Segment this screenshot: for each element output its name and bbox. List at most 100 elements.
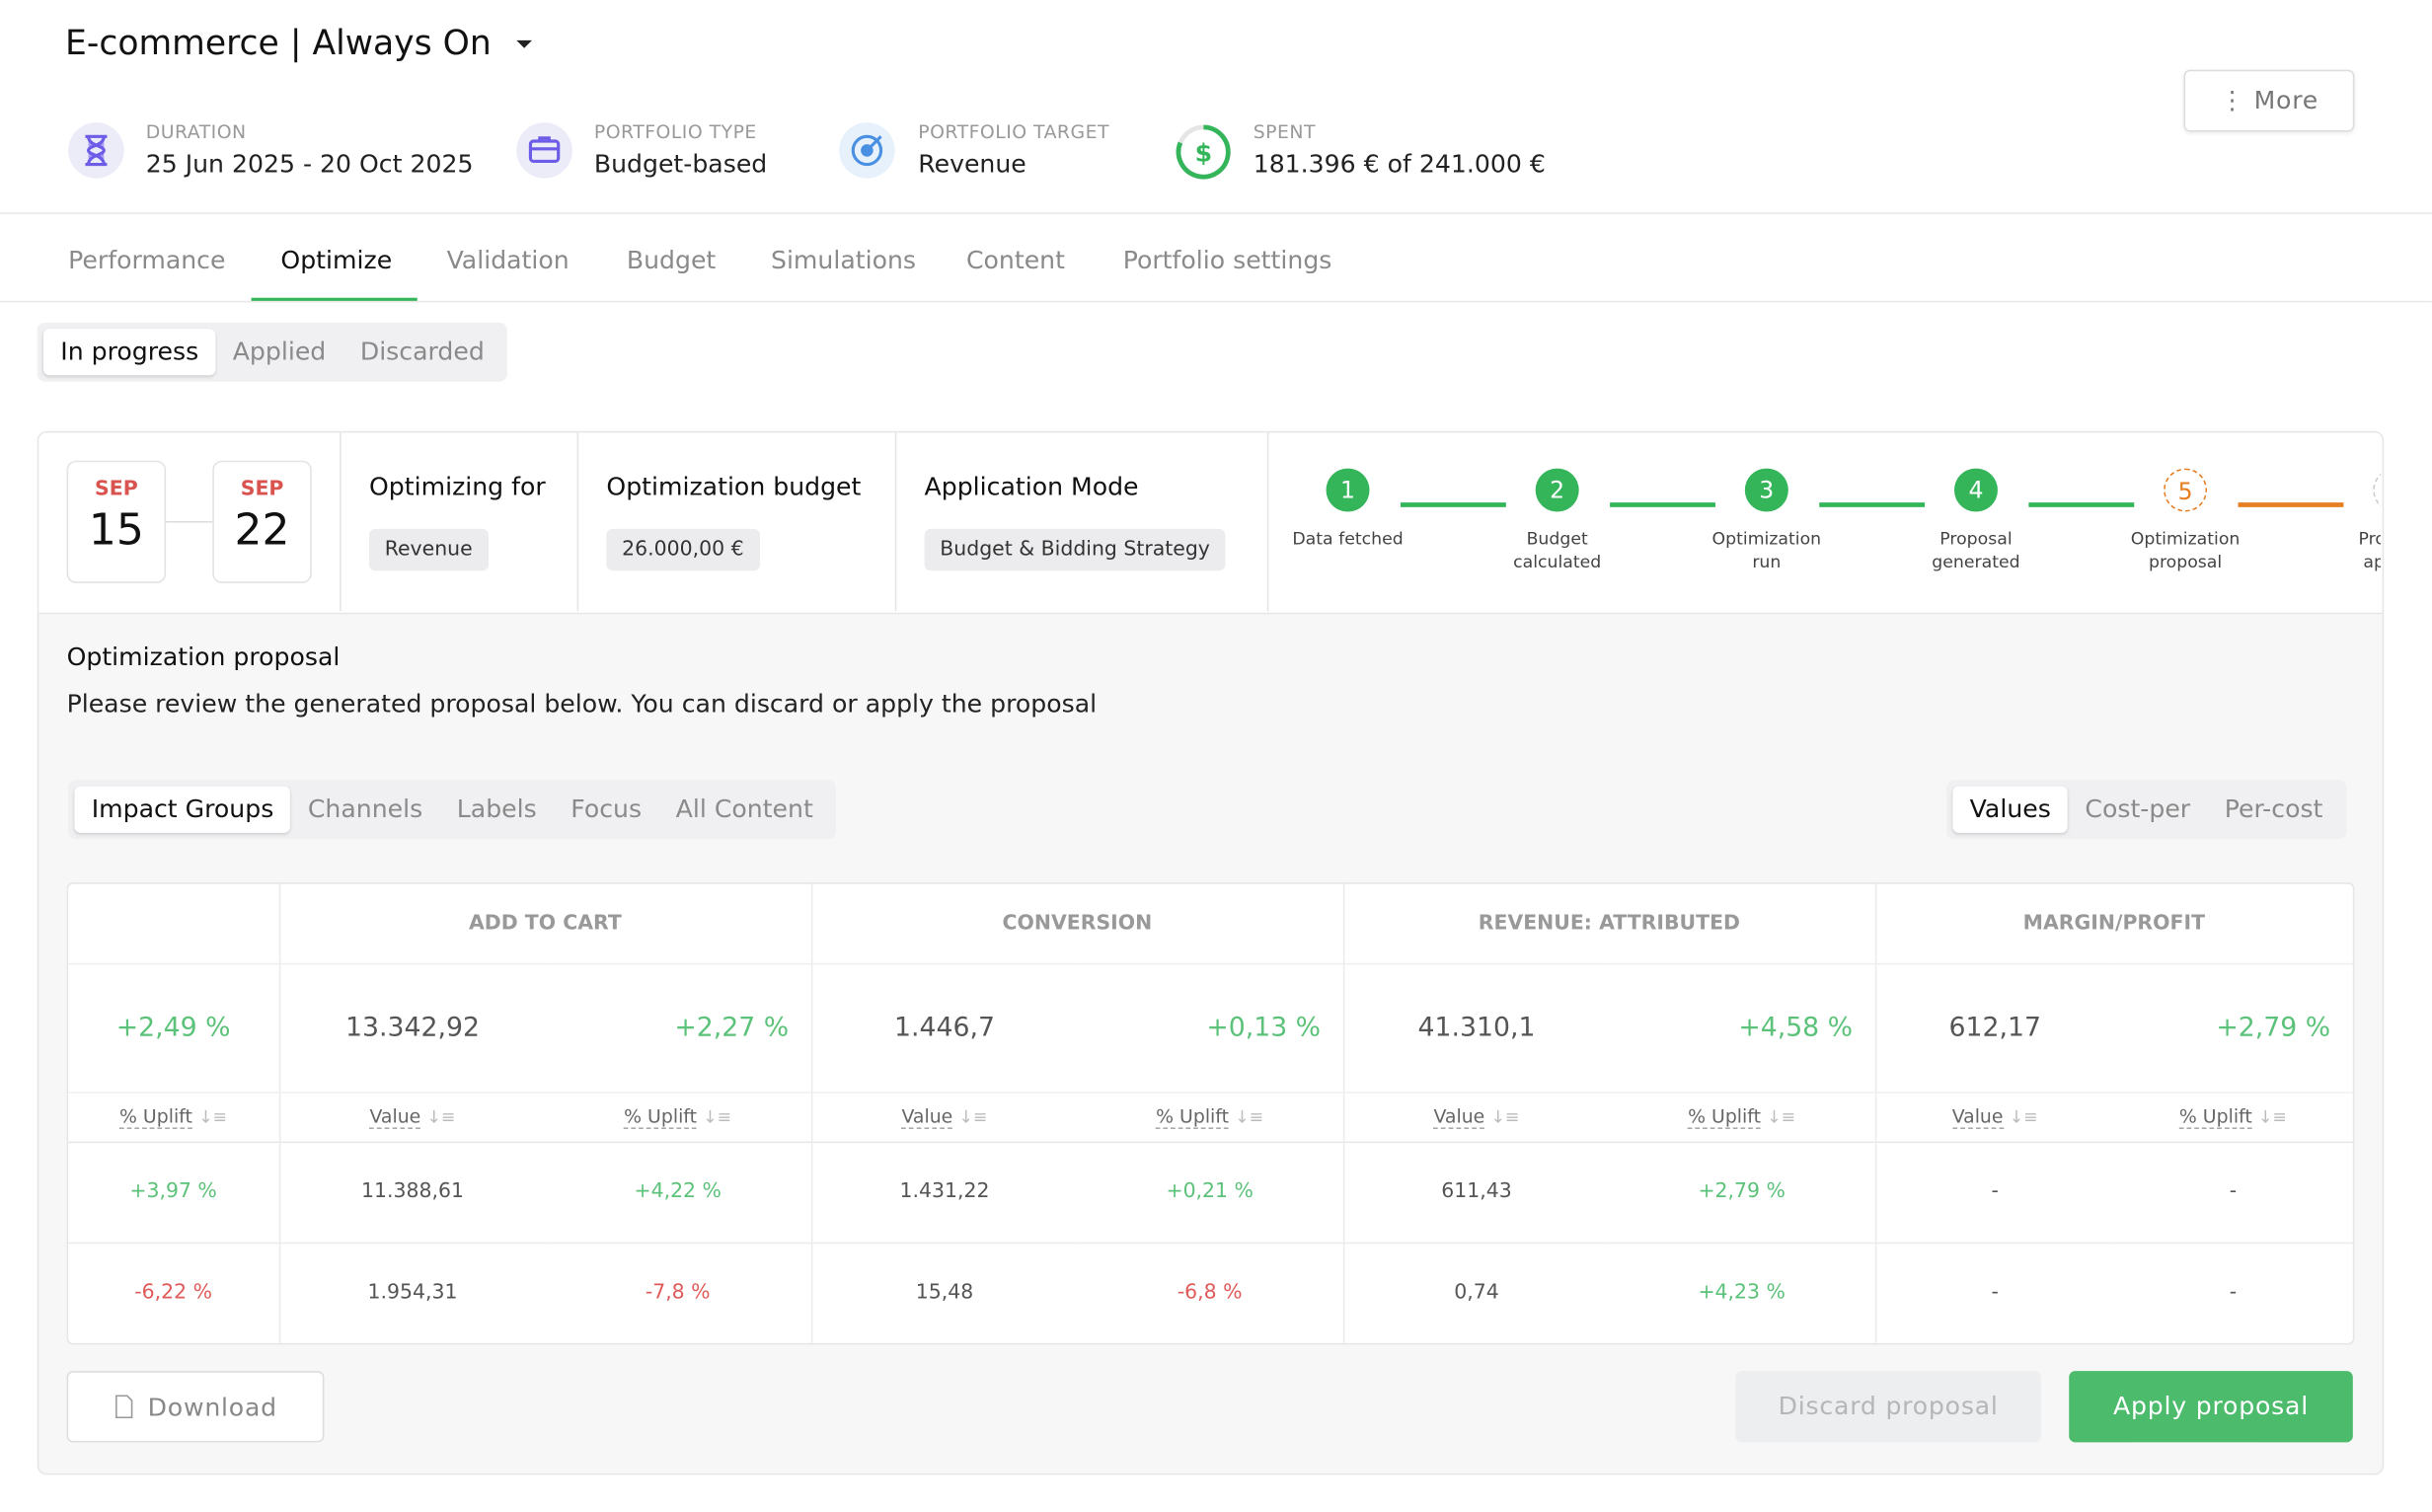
group-header: CONVERSION [810,883,1344,963]
data-cell: - [1991,1281,1999,1305]
subheader-label[interactable]: % Uplift [1688,1105,1762,1129]
summary-cell: +2,27 % [545,962,812,1093]
impact-table: ADD TO CART CONVERSION REVENUE: ATTRIBUTED… [66,882,2355,1345]
group-header: REVENUE: ATTRIBUTED [1342,883,1876,963]
divider [340,432,342,612]
discard-button[interactable]: Discard proposal [1735,1371,2041,1443]
summary-cell: 13.342,92 [345,1012,480,1043]
subheader-label[interactable]: Value [369,1105,421,1129]
summary-cell: +4,58 % [1609,962,1876,1093]
data-cell: -7,8 % [545,1242,812,1343]
subheader-label[interactable]: % Uplift [624,1105,698,1129]
meta-value: Revenue [918,148,1026,179]
step-label: Optimization run [1711,528,1822,572]
download-label: Download [147,1393,277,1422]
subheader-cell: Value ↓≡ [1343,1092,1609,1141]
target-icon [839,122,895,179]
nav-tab[interactable]: Simulations [770,245,917,275]
data-cell: - [2113,1141,2353,1243]
type-icon [516,122,572,179]
meta-label: PORTFOLIO TYPE [593,120,757,143]
summary-cell: +2,49 % [68,962,280,1093]
data-cell: - [2113,1242,2353,1343]
step-label: Budget calculated [1513,528,1602,572]
meta-value: 25 Jun 2025 - 20 Oct 2025 [145,148,474,179]
sort-icon: ↓≡ [426,1106,456,1128]
switch-option[interactable]: Impact Groups [74,786,291,833]
switch-option[interactable]: Focus [570,794,643,824]
sort-icon: ↓≡ [958,1106,988,1128]
duration-icon [68,122,124,179]
switch-option[interactable]: All Content [675,794,813,824]
proposal-title: Optimization proposal [66,642,341,672]
title-text: E-commerce | Always On [64,25,492,64]
divider [0,212,2432,214]
switch-option[interactable]: In progress [42,329,216,376]
step-connector [2238,502,2344,507]
info-chip: Revenue [368,528,489,571]
subheader-label[interactable]: Value [1951,1105,2004,1129]
sort-icon: ↓≡ [198,1106,228,1128]
switch-option[interactable]: Channels [307,794,423,824]
subheader-label[interactable]: % Uplift [1156,1105,1230,1129]
nav-tab[interactable]: Budget [626,245,717,275]
date-month: SEP [240,477,284,501]
summary-cell: 1.446,7 [894,1012,995,1043]
svg-text:$: $ [1195,138,1212,167]
data-cell: +4,23 % [1609,1242,1876,1343]
data-cell: 15,48 [915,1281,974,1305]
subheader-cell: % Uplift ↓≡ [68,1092,280,1142]
step-number: 5 [2177,477,2193,506]
info-label: Optimizing for [368,471,546,501]
card-header [38,432,2383,615]
step-connector [1610,502,1715,507]
data-row: -6,22 % 1.954,31 -7,8 % 15,48 -6,8 % 0,74 +4,2… [68,1242,2353,1343]
nav-tab[interactable]: Portfolio settings [1122,245,1332,275]
step-number: 1 [1340,476,1356,504]
sort-icon: ↓≡ [1490,1106,1520,1128]
nav-tab[interactable]: Performance [68,245,226,275]
nav-tab[interactable]: Content [965,245,1065,275]
subheader-cell: % Uplift ↓≡ [545,1092,812,1142]
download-button[interactable]: Download [66,1371,325,1443]
proposal-description: Please review the generated proposal bel… [66,688,1098,718]
subheader-cell: % Uplift ↓≡ [2113,1092,2353,1142]
step-connector [1819,502,1926,507]
switch-option[interactable]: Discarded [359,336,485,366]
switch-option[interactable]: Labels [456,794,537,824]
subheader-label[interactable]: % Uplift [2178,1105,2252,1129]
sort-icon: ↓≡ [2009,1106,2038,1128]
summary-row: +2,49 % 13.342,92 +2,27 % 1.446,7 +0,13 % 41.… [68,962,2353,1093]
subheader-label[interactable]: Value [1433,1105,1485,1129]
info-label: Optimization budget [606,471,862,501]
step-label: Proposal generated [1932,528,2020,572]
step-connector [2028,502,2135,507]
subheader-label[interactable]: % Uplift [119,1105,192,1129]
switch-option[interactable]: Applied [232,336,327,366]
subheader-cell: Value ↓≡ [1875,1092,2114,1141]
sort-icon: ↓≡ [1235,1106,1264,1128]
summary-cell: +2,79 % [2113,962,2353,1093]
step-label: Optimization proposal [2130,528,2241,572]
switch-option[interactable]: Values [1952,786,2069,833]
data-cell: +4,22 % [545,1141,812,1243]
switch-option[interactable]: Cost-per [2085,794,2191,824]
nav-tab[interactable]: Validation [446,245,570,275]
subheader-cell: % Uplift ↓≡ [1609,1092,1876,1142]
subheader-row: % Uplift ↓≡ Value ↓≡% Uplift ↓≡ Value ↓≡% Upli… [68,1092,2353,1142]
step-circle: 1 [1326,468,1370,512]
dropdown-caret [515,39,532,48]
nav-tab[interactable]: Optimize [280,245,393,275]
portfolio-title[interactable]: E-commerce | Always On [65,25,533,63]
view-switch: Impact Groups Channels Labels Focus All Cont… [68,780,837,840]
apply-button[interactable]: Apply proposal [2069,1371,2353,1443]
summary-cell: 612,17 [1948,1012,2041,1043]
data-cell: +2,79 % [1609,1141,1876,1243]
subheader-label[interactable]: Value [901,1105,953,1129]
group-header: ADD TO CART [278,883,812,963]
more-button[interactable]: ⋮ More [2183,69,2355,132]
switch-option[interactable]: Per-cost [2224,794,2323,824]
step-connector [1400,502,1506,507]
data-cell: - [1991,1179,1999,1204]
info-chip: 26.000,00 € [606,528,760,571]
